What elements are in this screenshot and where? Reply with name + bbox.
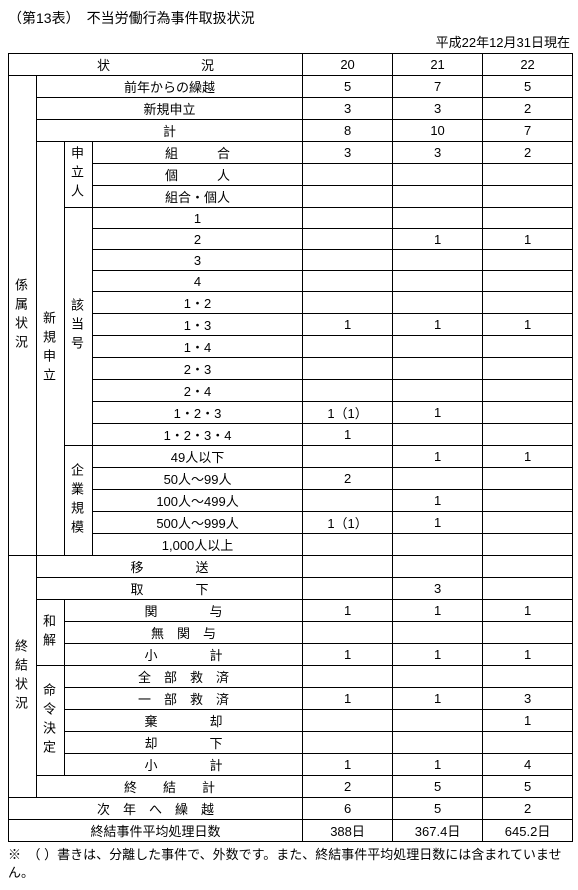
label-subtotal: 計 bbox=[37, 120, 303, 142]
row-cond1: 該当号 1 bbox=[9, 208, 573, 229]
header-y21: 21 bbox=[393, 54, 483, 76]
row-cond2: 211 bbox=[9, 229, 573, 250]
header-situation: 状 況 bbox=[9, 54, 303, 76]
side-pending: 係属状況 bbox=[9, 76, 37, 556]
row-union: 新規申立 申立人 組 合 332 bbox=[9, 142, 573, 164]
label-withdraw: 取 下 bbox=[37, 578, 303, 600]
row-size1000: 1,000人以上 bbox=[9, 534, 573, 556]
row-order-dismiss: 却 下 bbox=[9, 732, 573, 754]
row-wakai-mukanyo: 無 関 与 bbox=[9, 622, 573, 644]
row-cond23: 2・3 bbox=[9, 358, 573, 380]
label-both: 組合・個人 bbox=[93, 186, 303, 208]
label-avgdays: 終結事件平均処理日数 bbox=[9, 820, 303, 842]
row-size100: 100人～499人1 bbox=[9, 490, 573, 512]
side-wakai: 和解 bbox=[37, 600, 65, 666]
as-of-date: 平成22年12月31日現在 bbox=[8, 32, 570, 51]
row-withdraw: 取 下 3 bbox=[9, 578, 573, 600]
row-cond1234: 1・2・3・41 bbox=[9, 424, 573, 446]
row-wakai-sub: 小 計111 bbox=[9, 644, 573, 666]
main-table: 状 況 20 21 22 係属状況 前年からの繰越 575 新規申立 332 計… bbox=[8, 53, 573, 842]
row-size500: 500人～999人1（1）1 bbox=[9, 512, 573, 534]
header-y20: 20 bbox=[303, 54, 393, 76]
row-newfile: 新規申立 332 bbox=[9, 98, 573, 120]
row-avgdays: 終結事件平均処理日数 388日367.4日645.2日 bbox=[9, 820, 573, 842]
row-cond123: 1・2・31（1）1 bbox=[9, 402, 573, 424]
row-size50: 50人～99人2 bbox=[9, 468, 573, 490]
label-transfer: 移 送 bbox=[37, 556, 303, 578]
side-order: 命令決定 bbox=[37, 666, 65, 776]
row-cond13: 1・3111 bbox=[9, 314, 573, 336]
row-order-sub: 小 計114 bbox=[9, 754, 573, 776]
label-closed-total: 終 結 計 bbox=[37, 776, 303, 798]
row-indiv: 個 人 bbox=[9, 164, 573, 186]
row-cond14: 1・4 bbox=[9, 336, 573, 358]
footnote: ※ （ ）書きは、分離した事件で、外数です。また、終結事件平均処理日数には含まれ… bbox=[8, 846, 570, 882]
row-cond3: 3 bbox=[9, 250, 573, 271]
row-cond24: 2・4 bbox=[9, 380, 573, 402]
row-order-full: 命令決定 全 部 救 済 bbox=[9, 666, 573, 688]
side-condition: 該当号 bbox=[65, 208, 93, 446]
row-order-reject: 棄 却1 bbox=[9, 710, 573, 732]
label-union: 組 合 bbox=[93, 142, 303, 164]
row-size49: 企業規模 49人以下11 bbox=[9, 446, 573, 468]
label-next-carry: 次 年 へ 繰 越 bbox=[9, 798, 303, 820]
label-indiv: 個 人 bbox=[93, 164, 303, 186]
label-carryover: 前年からの繰越 bbox=[37, 76, 303, 98]
row-both: 組合・個人 bbox=[9, 186, 573, 208]
row-cond12: 1・2 bbox=[9, 292, 573, 314]
header-row: 状 況 20 21 22 bbox=[9, 54, 573, 76]
side-scale: 企業規模 bbox=[65, 446, 93, 556]
table-title: （第13表） 不当労働行為事件取扱状況 bbox=[8, 8, 570, 28]
row-order-part: 一 部 救 済113 bbox=[9, 688, 573, 710]
side-closed: 終結状況 bbox=[9, 556, 37, 798]
side-applicant: 申立人 bbox=[65, 142, 93, 208]
row-closed-total: 終 結 計 255 bbox=[9, 776, 573, 798]
header-y22: 22 bbox=[483, 54, 573, 76]
row-transfer: 終結状況 移 送 bbox=[9, 556, 573, 578]
row-subtotal: 計 8107 bbox=[9, 120, 573, 142]
row-cond4: 4 bbox=[9, 271, 573, 292]
row-carryover: 係属状況 前年からの繰越 575 bbox=[9, 76, 573, 98]
row-wakai-kanyo: 和解 関 与111 bbox=[9, 600, 573, 622]
label-newfile: 新規申立 bbox=[37, 98, 303, 120]
row-next-carry: 次 年 へ 繰 越 652 bbox=[9, 798, 573, 820]
side-newapp: 新規申立 bbox=[37, 142, 65, 556]
